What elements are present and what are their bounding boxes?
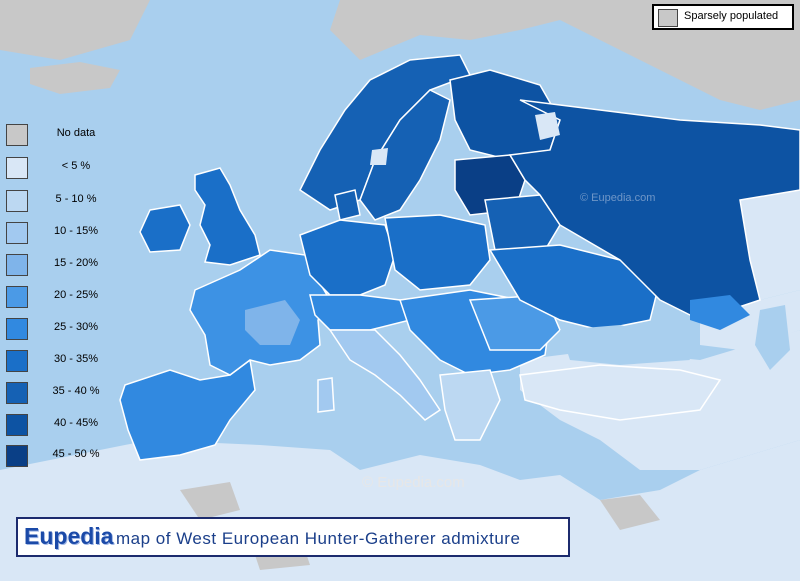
sparse-label: Sparsely populated [684,10,779,22]
watermark: © Eupedia.com [362,474,465,491]
region-sparse-iceland [30,62,120,94]
legend-swatch-5 [6,286,28,308]
region-ireland [139,204,191,253]
legend-swatch-3 [6,222,28,244]
region-italy [328,329,442,421]
legend-item-4: 15 - 20% [6,254,116,276]
legend-swatch-4 [6,254,28,276]
land-kazakh [740,190,800,300]
legend-item-7: 30 - 35% [6,350,116,372]
region-great-britain [194,167,261,266]
legend-label-10: 45 - 50 % [52,448,100,460]
legend-swatch-0 [6,124,28,146]
caspian-sea [755,305,790,370]
legend-item-10: 45 - 50 % [6,445,116,467]
legend-item-8: 35 - 40 % [6,382,116,404]
legend-label-8: 35 - 40 % [52,385,100,397]
black-sea [560,325,690,365]
legend-swatch-10 [6,445,28,467]
legend-item-3: 10 - 15% [6,222,116,244]
brand-logo-text: Eupedia [24,523,114,549]
legend-label-9: 40 - 45% [53,417,99,429]
legend-label-2: 5 - 10 % [55,193,97,205]
region-turkey [519,364,722,421]
watermark-small: © Eupedia.com [580,192,656,204]
legend-item-5: 20 - 25% [6,286,116,308]
region-sardinia [317,377,335,413]
legend-label-7: 30 - 35% [53,353,99,365]
legend-swatch-1 [6,157,28,179]
legend-swatch-6 [6,318,28,340]
legend-swatch-8 [6,382,28,404]
legend-label-3: 10 - 15% [53,225,99,237]
sparse-legend: Sparsely populated [652,4,794,30]
lake-ladoga [535,112,560,140]
region-france-core [245,300,300,345]
region-sparse-sahara-1 [180,482,240,520]
legend-swatch-9 [6,414,28,436]
region-denmark [334,189,361,221]
legend-item-6: 25 - 30% [6,318,116,340]
legend-label-6: 25 - 30% [53,321,99,333]
legend-swatch-2 [6,190,28,212]
region-alps [309,294,412,331]
region-sweden [359,89,451,221]
legend-item-2: 5 - 10 % [6,190,116,212]
region-sparse-greenland [0,0,150,60]
region-sparse-sahara-2 [600,495,660,530]
legend-label-5: 20 - 25% [53,289,99,301]
lake-sweden [370,148,388,165]
legend-item-0: No data [6,124,116,146]
legend-item-1: < 5 % [6,157,116,179]
region-russia-lighter [690,295,750,330]
region-poland [384,214,491,291]
region-greece [439,369,501,441]
sparse-swatch [658,9,678,27]
legend-item-9: 40 - 45% [6,414,116,436]
map-title-box: Eupedia map of West European Hunter-Gath… [16,517,570,557]
region-iberia [119,358,256,461]
legend-swatch-7 [6,350,28,372]
map-title: map of West European Hunter-Gatherer adm… [116,529,521,548]
legend-label-0: No data [56,127,96,139]
legend-label-4: 15 - 20% [53,257,99,269]
region-belarus [484,194,561,251]
region-germany [299,219,396,296]
region-ukraine [488,244,661,331]
legend-label-1: < 5 % [61,160,91,172]
